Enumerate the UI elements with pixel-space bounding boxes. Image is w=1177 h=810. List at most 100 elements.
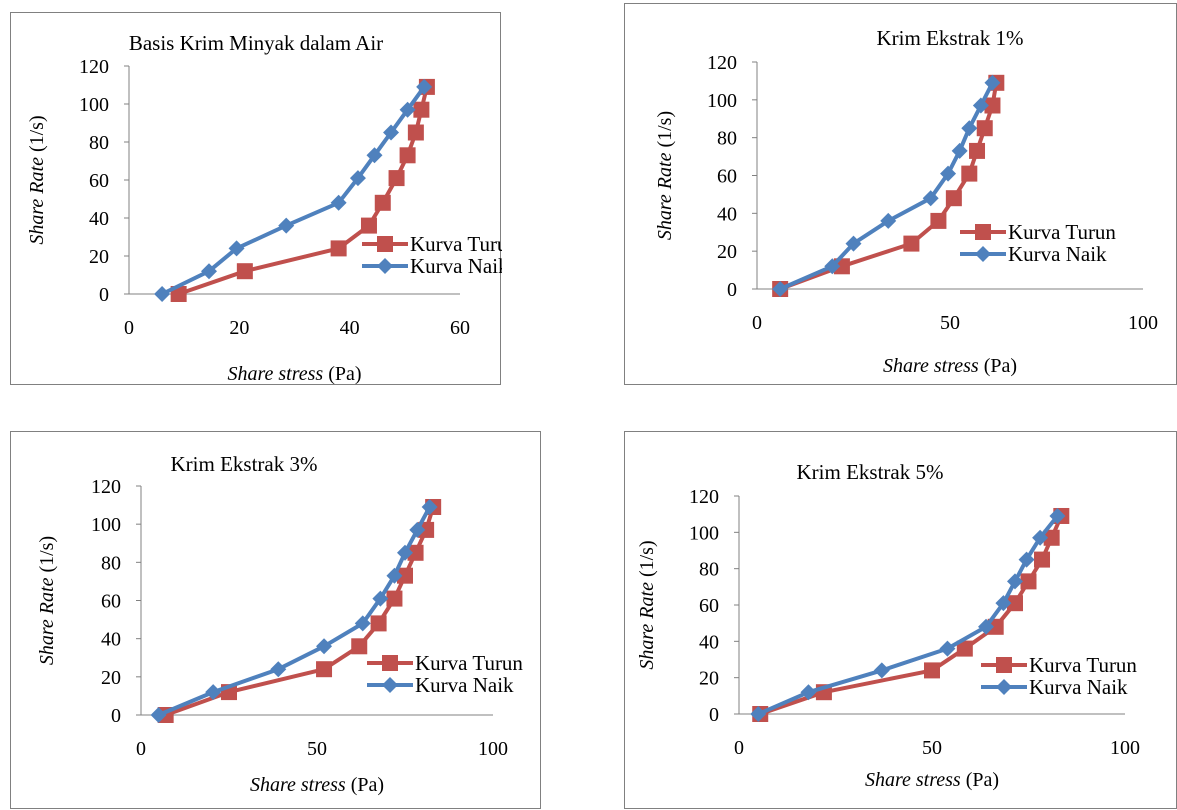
series-line-naik	[757, 514, 1060, 716]
data-point-naik	[205, 684, 222, 701]
x-tick-label: 0	[752, 312, 762, 334]
chart-title: Basis Krim Minyak dalam Air	[129, 31, 383, 55]
data-point-naik	[349, 170, 366, 187]
data-point-naik	[978, 618, 995, 635]
y-tick-label: 80	[89, 132, 109, 154]
x-tick-label: 0	[734, 737, 744, 759]
x-tick-label: 40	[340, 317, 360, 339]
y-tick-label: 20	[699, 668, 719, 690]
legend-marker-naik	[996, 679, 1012, 695]
y-tick-label: 0	[99, 284, 109, 306]
x-tick-label: 100	[478, 738, 508, 760]
legend-label-naik: Kurva Naik	[415, 673, 514, 697]
y-axis-label: Share Rate (1/s)	[636, 540, 658, 669]
data-point-turun	[976, 120, 993, 137]
data-point-turun	[1034, 551, 1051, 568]
x-axis-label: Share stress (Pa)	[865, 769, 999, 791]
data-point-naik	[330, 194, 347, 211]
x-tick-label: 50	[922, 737, 942, 759]
chart-panel-basis-krim: Basis Krim Minyak dalam Air 0 20 40 60 80 100 1…	[10, 12, 502, 385]
x-axis-label: Share stress (Pa)	[227, 363, 361, 385]
data-point-turun	[236, 263, 253, 280]
data-point-turun	[1006, 595, 1023, 612]
data-point-naik	[750, 706, 767, 722]
data-point-naik	[1049, 507, 1066, 524]
series-line-naik	[161, 85, 426, 296]
y-tick-label: 80	[717, 128, 737, 150]
data-point-turun	[399, 147, 416, 164]
data-point-turun	[413, 101, 430, 118]
y-tick-label: 60	[101, 591, 121, 613]
data-point-turun	[945, 190, 962, 207]
series-line-turun	[164, 506, 436, 717]
data-point-turun	[360, 217, 377, 234]
data-point-naik	[409, 521, 426, 538]
y-tick-label: 60	[717, 166, 737, 188]
legend-label-turun: Kurva Turun	[1029, 653, 1137, 677]
data-point-naik	[399, 101, 416, 118]
series-line-turun	[779, 82, 999, 291]
data-point-naik	[951, 142, 968, 159]
data-point-turun	[418, 521, 435, 538]
chart-panel-krim-ekstrak-3: Krim Ekstrak 3% 0 20 40 60 80 100 120 0 50 100 Shar…	[10, 431, 541, 809]
legend-label-turun: Kurva Turun	[415, 651, 523, 675]
y-tick-label: 80	[101, 552, 121, 574]
data-point-naik	[278, 217, 295, 234]
chart-title: Krim Ekstrak 1%	[877, 26, 1024, 50]
chart-panel-krim-ekstrak-5: Krim Ekstrak 5% 0 20 40 60 80 100 120 0 50 100 Shar…	[624, 431, 1177, 809]
legend-label-naik: Kurva Naik	[410, 254, 502, 278]
series-line-turun	[759, 515, 1064, 716]
y-tick-label: 120	[689, 486, 719, 508]
data-point-turun	[961, 165, 978, 182]
data-point-naik	[972, 97, 989, 114]
data-point-naik	[922, 190, 939, 207]
data-point-turun	[984, 97, 1001, 114]
data-point-naik	[416, 78, 433, 95]
data-point-turun	[956, 640, 973, 657]
data-point-naik	[372, 590, 389, 607]
y-tick-label: 40	[699, 631, 719, 653]
data-point-turun	[1043, 529, 1060, 546]
x-axis-label: Share stress (Pa)	[250, 774, 384, 796]
data-point-turun	[370, 615, 387, 632]
y-tick-label: 100	[91, 514, 121, 536]
x-tick-label: 100	[1110, 737, 1140, 759]
y-tick-label: 100	[79, 94, 109, 116]
data-point-naik	[1032, 529, 1049, 546]
y-tick-label: 100	[707, 90, 737, 112]
legend-marker-turun	[377, 236, 393, 252]
y-tick-label: 0	[111, 705, 121, 727]
data-point-naik	[961, 120, 978, 137]
x-tick-label: 50	[307, 738, 327, 760]
data-point-turun	[407, 124, 424, 141]
data-point-turun	[386, 590, 403, 607]
legend-label-turun: Kurva Turun	[1008, 220, 1116, 244]
x-tick-label: 100	[1128, 312, 1158, 334]
y-tick-label: 0	[727, 279, 737, 301]
data-point-naik	[995, 595, 1012, 612]
data-point-turun	[397, 567, 413, 584]
chart-title: Krim Ekstrak 5%	[797, 460, 944, 484]
data-point-turun	[987, 618, 1004, 635]
y-tick-label: 80	[699, 559, 719, 581]
data-point-turun	[930, 212, 947, 229]
data-point-naik	[397, 544, 413, 561]
y-tick-label: 20	[717, 241, 737, 263]
data-point-naik	[800, 684, 817, 701]
series-line-naik	[157, 506, 432, 717]
data-point-naik	[383, 124, 400, 141]
data-point-naik	[824, 258, 841, 275]
data-point-turun	[407, 544, 424, 561]
y-tick-label: 20	[101, 667, 121, 689]
y-axis-label: Share Rate (1/s)	[36, 536, 58, 665]
y-tick-label: 100	[689, 522, 719, 544]
data-point-turun	[351, 638, 368, 655]
y-tick-label: 60	[89, 170, 109, 192]
data-point-naik	[200, 263, 217, 280]
data-point-turun	[330, 240, 347, 257]
legend-label-naik: Kurva Naik	[1029, 675, 1128, 699]
x-tick-label: 20	[229, 317, 249, 339]
legend-marker-turun	[996, 657, 1012, 673]
data-point-turun	[1020, 573, 1037, 590]
chart-title: Krim Ekstrak 3%	[171, 452, 318, 476]
